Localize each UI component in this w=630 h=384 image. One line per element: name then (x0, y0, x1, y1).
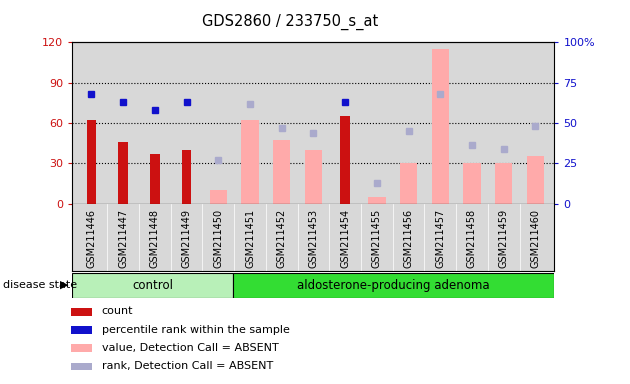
Bar (71, 362, 93, 370)
Text: GSM211446: GSM211446 (86, 209, 96, 268)
Bar (241, 120, 259, 204)
Bar (150, 154, 159, 204)
Text: rank, Detection Call = ABSENT: rank, Detection Call = ABSENT (102, 361, 273, 371)
Text: ▶: ▶ (60, 280, 68, 290)
Text: disease state: disease state (3, 280, 77, 290)
Bar (495, 163, 512, 204)
Bar (432, 49, 449, 204)
Text: GSM211451: GSM211451 (245, 209, 255, 268)
Text: GSM211448: GSM211448 (150, 209, 160, 268)
Text: control: control (132, 279, 173, 291)
Bar (527, 157, 544, 204)
Bar (87, 120, 96, 204)
Text: GDS2860 / 233750_s_at: GDS2860 / 233750_s_at (202, 13, 378, 30)
Text: GSM211459: GSM211459 (499, 209, 508, 268)
Text: GSM211456: GSM211456 (404, 209, 413, 268)
Text: GSM211452: GSM211452 (277, 209, 287, 268)
Text: aldosterone-producing adenoma: aldosterone-producing adenoma (297, 279, 490, 291)
Bar (233, 273, 554, 298)
Bar (182, 150, 192, 204)
Text: GSM211449: GSM211449 (181, 209, 192, 268)
Bar (273, 141, 290, 204)
Bar (400, 163, 417, 204)
Text: count: count (102, 306, 134, 316)
Text: GSM211457: GSM211457 (435, 209, 445, 268)
Bar (340, 116, 350, 204)
Bar (72, 273, 233, 298)
Text: percentile rank within the sample: percentile rank within the sample (102, 324, 290, 334)
Bar (305, 150, 322, 204)
Text: GSM211453: GSM211453 (309, 209, 318, 268)
Text: GSM211447: GSM211447 (118, 209, 128, 268)
Text: GSM211450: GSM211450 (214, 209, 223, 268)
Text: value, Detection Call = ABSENT: value, Detection Call = ABSENT (102, 343, 278, 353)
Bar (463, 163, 481, 204)
Text: GSM211458: GSM211458 (467, 209, 477, 268)
Bar (71, 308, 93, 316)
Text: GSM211460: GSM211460 (530, 209, 541, 268)
Bar (210, 190, 227, 204)
Bar (71, 326, 93, 334)
Text: GSM211455: GSM211455 (372, 209, 382, 268)
Text: GSM211454: GSM211454 (340, 209, 350, 268)
Bar (118, 142, 128, 204)
Bar (368, 197, 386, 204)
Bar (71, 344, 93, 352)
